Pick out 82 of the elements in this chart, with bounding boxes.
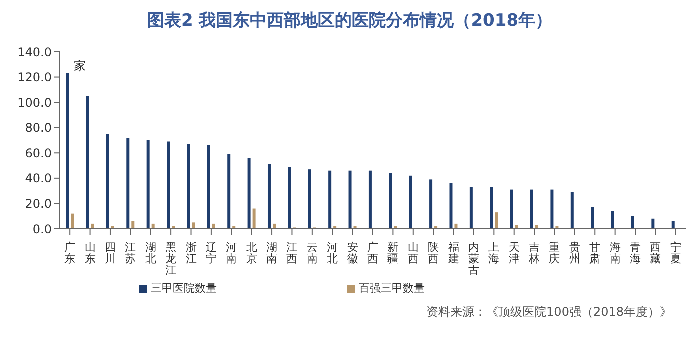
bar	[536, 225, 539, 229]
y-tick-label: 120.0	[18, 70, 52, 85]
x-tick-label: 江西	[286, 240, 298, 266]
bar	[252, 208, 256, 229]
y-tick-label: 80.0	[25, 121, 52, 136]
x-tick-label: 西藏	[650, 240, 662, 266]
bar	[570, 192, 574, 229]
bar	[515, 225, 518, 229]
bar	[470, 187, 473, 229]
bar	[132, 221, 135, 229]
x-tick-label: 青海	[630, 240, 642, 266]
bar	[490, 187, 494, 229]
bar	[126, 138, 130, 229]
bar	[591, 208, 594, 229]
bar	[652, 218, 655, 229]
y-axis-title: 家	[74, 58, 86, 75]
x-tick-label: 重庆	[549, 240, 560, 266]
x-tick-label: 天津	[508, 240, 520, 266]
x-tick-label: 湖北	[145, 240, 156, 266]
bar	[348, 170, 352, 229]
bar	[248, 158, 251, 229]
x-tick-label: 山西	[408, 240, 419, 266]
chart-title: 图表2 我国东中西部地区的医院分布情况（2018年）	[146, 10, 554, 33]
x-tick-label: 山东	[84, 240, 96, 266]
bar	[495, 212, 498, 229]
x-tick-label: 陕西	[428, 240, 440, 266]
x-tick-label: 北京	[246, 240, 258, 266]
bar	[66, 73, 70, 229]
y-tick-label: 0.0	[32, 222, 52, 236]
y-tick-label: 20.0	[25, 196, 52, 211]
bar	[409, 176, 412, 229]
x-tick-label: 内蒙古	[468, 240, 480, 277]
x-tick-label: 浙江	[186, 240, 197, 266]
x-tick-label: 安徽	[347, 240, 358, 266]
bar	[268, 164, 271, 229]
x-tick-label: 甘肃	[590, 240, 601, 266]
bar	[672, 221, 675, 229]
bar	[328, 170, 332, 229]
bar	[146, 140, 150, 229]
bar	[228, 154, 231, 229]
bar	[530, 190, 534, 229]
y-tick-label: 60.0	[25, 146, 52, 160]
y-tick-label: 140.0	[18, 45, 52, 60]
x-tick-label: 宁夏	[670, 240, 682, 266]
bar	[167, 142, 170, 229]
x-tick-label: 海南	[610, 240, 621, 266]
text: 资料来源：《顶级医院100强（2018年度）》	[426, 304, 673, 321]
bar	[389, 173, 392, 229]
bar	[86, 96, 90, 229]
x-tick-label: 湖南	[266, 240, 278, 266]
bar	[450, 183, 453, 229]
bar	[631, 216, 634, 229]
bar	[510, 190, 514, 229]
bar	[207, 146, 210, 229]
bar	[187, 144, 190, 229]
bar	[611, 211, 614, 229]
x-tick-label: 四川	[104, 240, 116, 266]
x-tick-label: 上海	[488, 240, 500, 266]
bar	[430, 180, 433, 229]
x-tick-label: 吉林	[528, 240, 540, 266]
bar	[308, 170, 312, 229]
x-tick-label: 辽宁	[206, 240, 217, 266]
x-tick-label: 河南	[226, 240, 238, 266]
x-tick-label: 江苏	[125, 240, 136, 266]
x-tick-label: 河北	[327, 240, 338, 266]
bar	[71, 214, 74, 229]
x-tick-label: 新疆	[388, 240, 399, 266]
bar	[106, 134, 110, 229]
legend-label: 百强三甲数量	[359, 282, 425, 295]
y-tick-label: 100.0	[18, 96, 52, 110]
bar	[288, 167, 292, 229]
x-tick-label: 贵州	[569, 240, 580, 266]
x-tick-label: 黑龙江	[166, 240, 177, 277]
legend-label: 三甲医院数量	[151, 282, 217, 295]
bar	[192, 222, 196, 229]
y-tick-label: 40.0	[25, 172, 52, 186]
x-tick-label: 福建	[447, 240, 460, 266]
x-tick-label: 云南	[306, 240, 318, 266]
bar	[368, 170, 372, 229]
x-tick-label: 广东	[64, 240, 76, 266]
bar	[550, 190, 554, 229]
x-tick-label: 广西	[368, 240, 378, 266]
